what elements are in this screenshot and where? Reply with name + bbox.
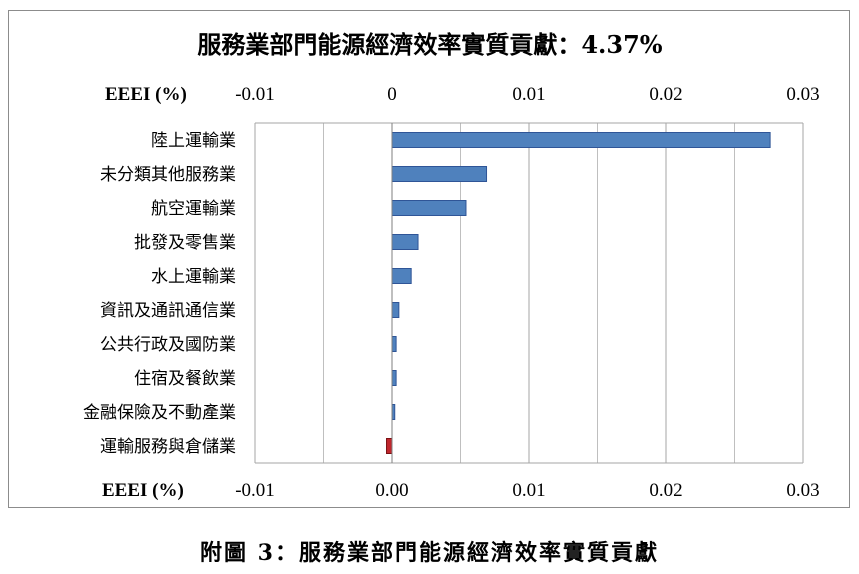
top-tick-labels: -0.01 0 0.01 0.02 0.03 xyxy=(235,84,819,105)
bar xyxy=(391,336,397,352)
bar xyxy=(391,268,412,284)
bottom-tick-labels: -0.01 0.00 0.01 0.02 0.03 xyxy=(235,480,819,501)
bars xyxy=(386,123,771,463)
top-tick-label: 0.01 xyxy=(512,84,545,105)
category-label: 批發及零售業 xyxy=(134,233,236,253)
bar xyxy=(391,132,771,148)
bar xyxy=(391,166,488,182)
category-label: 住宿及餐飲業 xyxy=(134,369,236,389)
chart-svg: 服務業部門能源經濟效率實質貢獻：4.37% -0.01 0 0.01 0.02 0.03… xyxy=(83,30,820,501)
top-tick-label: 0.02 xyxy=(649,84,682,105)
top-tick-label: 0.03 xyxy=(786,84,819,105)
category-label: 運輸服務與倉儲業 xyxy=(100,437,236,457)
bottom-tick-label: 0.01 xyxy=(512,480,545,501)
x-axis-label-bottom: EEEI (%) xyxy=(102,480,184,501)
bar xyxy=(391,302,400,318)
bottom-tick-label: 0.03 xyxy=(786,480,819,501)
category-label: 水上運輸業 xyxy=(151,267,236,287)
top-tick-label: -0.01 xyxy=(235,84,275,105)
x-axis-label-top: EEEI (%) xyxy=(105,84,187,105)
category-label: 陸上運輸業 xyxy=(151,131,236,151)
chart-frame: 服務業部門能源經濟效率實質貢獻：4.37% -0.01 0 0.01 0.02 0.03… xyxy=(8,10,850,508)
category-labels: 陸上運輸業未分類其他服務業航空運輸業批發及零售業水上運輸業資訊及通訊通信業公共行… xyxy=(83,131,236,457)
category-label: 公共行政及國防業 xyxy=(100,335,236,355)
chart-title: 服務業部門能源經濟效率實質貢獻：4.37% xyxy=(197,30,662,59)
top-tick-label: 0 xyxy=(387,84,397,105)
bottom-tick-label: 0.00 xyxy=(375,480,408,501)
bar xyxy=(391,200,467,216)
bottom-tick-label: -0.01 xyxy=(235,480,275,501)
bar xyxy=(391,370,397,386)
category-label: 未分類其他服務業 xyxy=(100,165,236,185)
bar xyxy=(386,438,393,454)
grid-lines xyxy=(254,122,804,464)
bar xyxy=(391,234,419,250)
bottom-tick-label: 0.02 xyxy=(649,480,682,501)
figure-caption: 附圖 3：服務業部門能源經濟效率實質貢獻 xyxy=(200,540,659,566)
category-label: 金融保險及不動產業 xyxy=(83,403,236,423)
category-label: 航空運輸業 xyxy=(151,199,236,219)
category-label: 資訊及通訊通信業 xyxy=(100,301,236,321)
